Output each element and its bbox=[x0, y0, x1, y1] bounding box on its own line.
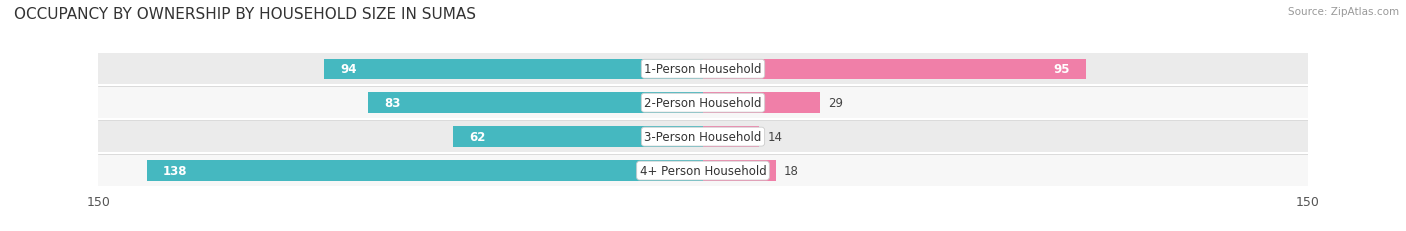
Bar bbox=[98, 122, 1308, 152]
Bar bbox=[703, 161, 776, 181]
Text: 14: 14 bbox=[768, 131, 783, 143]
Text: 4+ Person Household: 4+ Person Household bbox=[640, 164, 766, 177]
Text: 94: 94 bbox=[340, 63, 357, 76]
Bar bbox=[453, 127, 703, 147]
Bar bbox=[98, 88, 1308, 119]
Text: 83: 83 bbox=[385, 97, 401, 110]
Bar bbox=[98, 54, 1308, 85]
Bar bbox=[703, 127, 759, 147]
Text: 62: 62 bbox=[470, 131, 485, 143]
Text: Source: ZipAtlas.com: Source: ZipAtlas.com bbox=[1288, 7, 1399, 17]
Bar bbox=[368, 93, 703, 113]
Text: 29: 29 bbox=[828, 97, 844, 110]
Text: OCCUPANCY BY OWNERSHIP BY HOUSEHOLD SIZE IN SUMAS: OCCUPANCY BY OWNERSHIP BY HOUSEHOLD SIZE… bbox=[14, 7, 477, 22]
Bar bbox=[703, 59, 1085, 79]
Text: 95: 95 bbox=[1053, 63, 1070, 76]
Text: 18: 18 bbox=[783, 164, 799, 177]
Bar bbox=[703, 93, 820, 113]
Text: 138: 138 bbox=[163, 164, 187, 177]
Text: 3-Person Household: 3-Person Household bbox=[644, 131, 762, 143]
Bar bbox=[98, 155, 1308, 186]
Text: 1-Person Household: 1-Person Household bbox=[644, 63, 762, 76]
Bar bbox=[325, 59, 703, 79]
Text: 2-Person Household: 2-Person Household bbox=[644, 97, 762, 110]
Bar bbox=[146, 161, 703, 181]
